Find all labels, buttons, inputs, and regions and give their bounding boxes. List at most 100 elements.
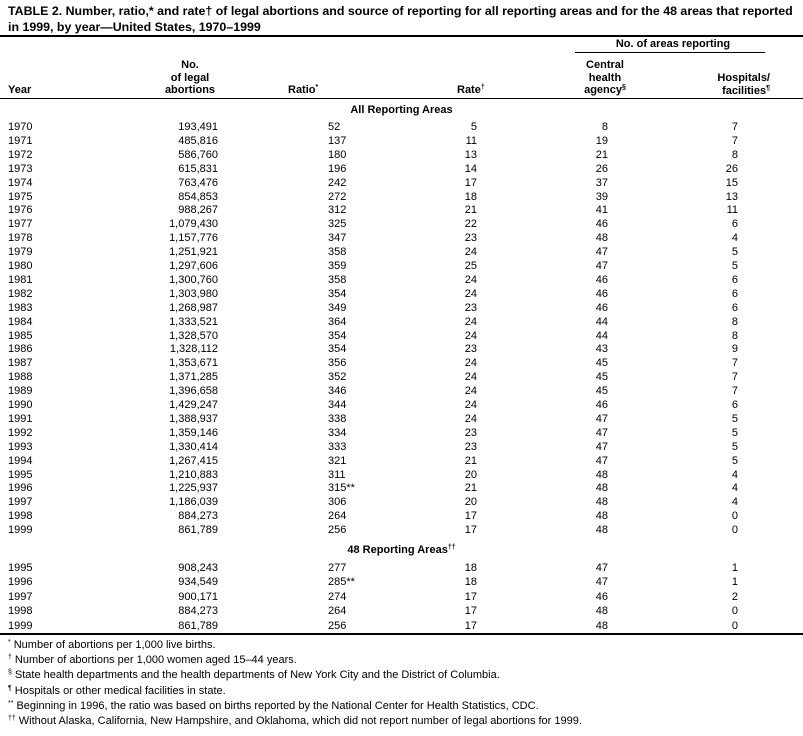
table-row: 1994 1,267,415 321 21 47 5	[0, 455, 803, 469]
cell-year: 1988	[8, 371, 33, 384]
cell-year: 1971	[8, 134, 33, 147]
col-central-line2: health	[588, 71, 622, 84]
table-row: 1973 615,831 196 14 26 26	[0, 163, 803, 177]
cell-abortions: 884,273	[178, 605, 218, 618]
cell-ratio: 137	[328, 134, 347, 147]
header-rule	[0, 98, 803, 99]
cell-ratio: 359	[328, 260, 347, 272]
cell-year: 1999	[8, 619, 33, 632]
cell-ratio: 264	[328, 510, 347, 523]
cell-ratio: 306	[328, 496, 347, 509]
cell-year: 1979	[8, 246, 33, 259]
col-hospitals-label: facilities	[722, 84, 767, 97]
cell-hospitals: 9	[731, 343, 738, 356]
cell-rate: 18	[464, 562, 477, 574]
cell-abortions: 861,789	[178, 524, 218, 537]
cell-central: 47	[595, 260, 608, 272]
cell-ratio: 272	[328, 190, 347, 203]
cell-hospitals: 11	[726, 204, 738, 217]
cell-hospitals: 0	[731, 619, 738, 632]
cell-ratio: 364	[328, 315, 347, 328]
table-row: 1983 1,268,987 349 23 46 6	[0, 302, 803, 316]
cell-central: 47	[595, 562, 608, 574]
cell-hospitals: 1	[731, 562, 738, 574]
cell-hospitals: 4	[731, 496, 738, 509]
cell-rate: 17	[464, 510, 477, 523]
table-row: 1996 934,549 285** 18 47 1	[0, 576, 803, 590]
table-row: 1981 1,300,760 358 24 46 6	[0, 274, 803, 288]
cell-central: 45	[595, 385, 608, 398]
cell-hospitals: 13	[725, 190, 738, 203]
cell-abortions: 763,476	[178, 176, 218, 189]
hosp-mark: ¶	[766, 84, 770, 92]
cell-hospitals: 5	[731, 440, 738, 453]
cell-rate: 21	[464, 482, 477, 495]
cell-year: 1972	[8, 148, 33, 161]
cell-central: 48	[595, 619, 608, 632]
cell-hospitals: 2	[731, 590, 738, 603]
cell-rate: 17	[464, 524, 477, 537]
cell-year: 1994	[8, 454, 33, 467]
table-row: 1975 854,853 272 18 39 13	[0, 191, 803, 205]
cell-rate: 24	[464, 273, 477, 286]
table-row: 1996 1,225,937 315** 21 48 4	[0, 482, 803, 496]
table-row: 1998 884,273 264 17 48 0	[0, 510, 803, 524]
cell-year: 1996	[8, 482, 33, 495]
cell-abortions: 1,359,146	[169, 426, 218, 439]
cell-year: 1970	[8, 121, 33, 133]
cell-ratio: 346	[328, 385, 347, 398]
cell-year: 1982	[8, 287, 33, 300]
cell-hospitals: 6	[731, 301, 738, 314]
cell-central: 39	[595, 190, 608, 203]
footnote-text: Number of abortions per 1,000 live birth…	[13, 639, 216, 651]
table-title: TABLE 2. Number, ratio,* and rate† of le…	[8, 4, 793, 34]
section-mark: ††	[447, 544, 456, 551]
cell-year: 1992	[8, 426, 33, 439]
cell-rate: 23	[464, 343, 477, 356]
cell-central: 44	[595, 315, 608, 328]
col-rate-label: Rate	[457, 84, 481, 96]
cell-rate: 25	[464, 260, 477, 272]
table-row: 1999 861,789 256 17 48 0	[0, 524, 803, 538]
footnote: * Number of abortions per 1,000 live birt…	[8, 639, 216, 651]
cell-hospitals: 0	[731, 510, 738, 523]
cell-abortions: 1,268,987	[169, 301, 218, 314]
cell-hospitals: 7	[731, 357, 738, 370]
table-row: 1992 1,359,146 334 23 47 5	[0, 427, 803, 441]
cell-abortions: 1,330,414	[169, 440, 218, 453]
cell-rate: 14	[464, 162, 477, 175]
col-central-line1: Central	[586, 59, 624, 71]
footnote-text: Without Alaska, California, New Hampshir…	[18, 715, 582, 727]
bottom-rule	[0, 633, 803, 635]
cell-ratio: 242	[328, 176, 347, 189]
cell-hospitals: 5	[731, 412, 738, 425]
cell-ratio: 196	[328, 162, 347, 175]
footnote-text: Number of abortions per 1,000 women aged…	[14, 654, 297, 667]
cell-hospitals: 0	[731, 524, 738, 537]
cell-year: 1984	[8, 315, 33, 328]
cell-rate: 23	[464, 440, 477, 453]
col-hospitals-line1: Hospitals/	[717, 72, 770, 84]
cell-abortions: 1,267,415	[169, 454, 218, 467]
cell-ratio: 354	[328, 343, 347, 356]
table-row: 1984 1,333,521 364 24 44 8	[0, 316, 803, 330]
footnote-mark: §	[8, 669, 12, 677]
cell-rate: 5	[470, 121, 477, 133]
cell-central: 21	[595, 148, 608, 161]
cell-ratio: 349	[328, 301, 347, 314]
cell-hospitals: 6	[731, 218, 738, 231]
table-row: 1982 1,303,980 354 24 46 6	[0, 288, 803, 302]
cell-ratio: 311	[328, 468, 346, 481]
cell-year: 1983	[8, 301, 33, 314]
cell-rate: 24	[464, 412, 477, 425]
cell-central: 19	[595, 134, 608, 147]
col-central-line3: agency§	[565, 84, 645, 97]
cell-rate: 13	[464, 148, 477, 161]
cell-central: 46	[595, 273, 608, 286]
cell-ratio: 312	[328, 204, 347, 217]
cell-central: 43	[595, 343, 608, 356]
cell-year: 1986	[8, 343, 33, 356]
col-year: Year	[8, 84, 32, 96]
title-rule	[0, 35, 803, 37]
cell-ratio: 354	[328, 329, 347, 342]
